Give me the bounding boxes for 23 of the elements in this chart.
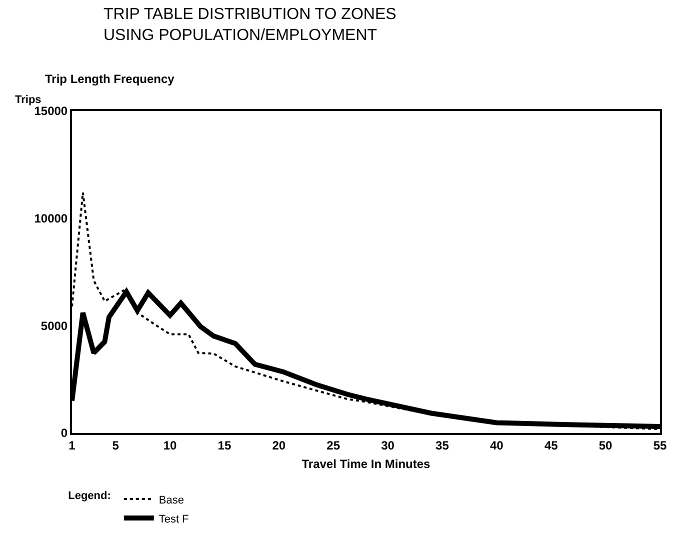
x-tick-label: 10 [163,438,177,452]
legend-label: Base [158,494,184,506]
x-tick-label: 25 [326,438,340,452]
x-tick-label: 1 [68,438,76,452]
x-tick-label: 35 [436,438,450,452]
legend-label: Test F [158,513,190,526]
x-tick-label: 5 [112,438,120,452]
y-tick-label: 5000 [40,318,68,333]
x-tick-label: 50 [598,438,613,452]
x-tick-label: 40 [490,438,504,452]
x-tick-label: 55 [653,438,667,452]
x-axis-title: Travel Time In Minutes [302,456,431,471]
x-tick-label: 45 [544,438,558,452]
y-axis-title: Trips [15,94,42,106]
chart-subtitle: Trip Length Frequency [45,72,175,86]
x-tick-label: 20 [272,438,286,452]
legend-title: Legend: [68,490,111,502]
x-tick-label: 15 [218,438,232,452]
y-tick-label: 15000 [34,104,68,118]
x-tick-label: 30 [381,438,395,452]
y-tick-label: 0 [60,426,68,440]
chart-title: TRIP TABLE DISTRIBUTION TO ZONES USING POPULATION/EMPLOYMENT [104,6,396,44]
y-tick-label: 10000 [34,212,68,226]
